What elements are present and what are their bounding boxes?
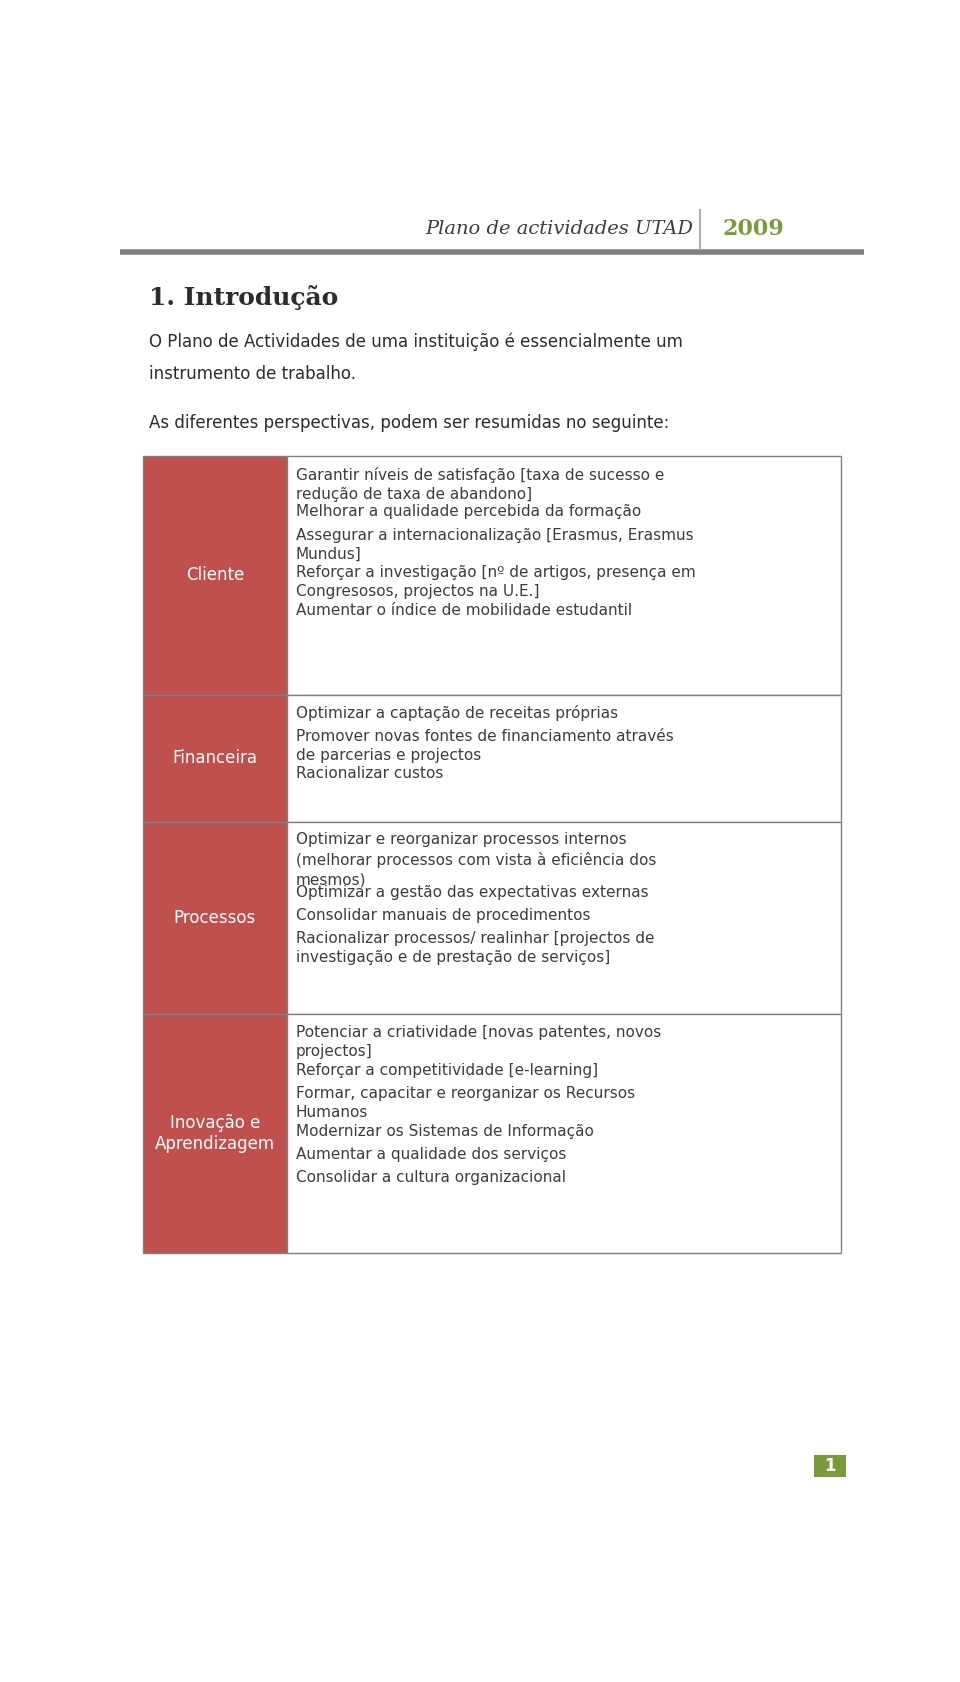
Text: Optimizar a captação de receitas próprias: Optimizar a captação de receitas própria… [296, 705, 618, 722]
Text: Cliente: Cliente [186, 567, 244, 584]
Bar [143, 822, 287, 1014]
Bar [814, 1455, 846, 1477]
Text: O Plano de Actividades de uma instituição é essencialmente um
instrumento de tra: O Plano de Actividades de uma instituiçã… [150, 333, 684, 383]
Text: As diferentes perspectivas, podem ser resumidas no seguinte:: As diferentes perspectivas, podem ser re… [150, 414, 670, 432]
Text: Reforçar a investigação [nº de artigos, presença em
Congresosos, projectos na U.: Reforçar a investigação [nº de artigos, … [296, 565, 696, 599]
Text: Garantir níveis de satisfação [taxa de sucesso e
redução de taxa de abandono]: Garantir níveis de satisfação [taxa de s… [296, 466, 664, 501]
Text: Processos: Processos [174, 908, 256, 927]
Text: 1. Introdução: 1. Introdução [150, 284, 339, 309]
Text: Promover novas fontes de financiamento através
de parcerias e projectos: Promover novas fontes de financiamento a… [296, 728, 674, 762]
Text: Melhorar a qualidade percebida da formação: Melhorar a qualidade percebida da formaç… [296, 505, 641, 520]
Bar [143, 1014, 287, 1253]
Text: Optimizar e reorganizar processos internos
(melhorar processos com vista à efici: Optimizar e reorganizar processos intern… [296, 833, 657, 886]
Bar [143, 695, 287, 822]
Text: Reforçar a competitividade [e-learning]: Reforçar a competitividade [e-learning] [296, 1063, 598, 1078]
Text: Inovação e
Aprendizagem: Inovação e Aprendizagem [155, 1113, 275, 1152]
Text: Potenciar a criatividade [novas patentes, novos
projectos]: Potenciar a criatividade [novas patentes… [296, 1024, 661, 1060]
Bar [287, 1014, 841, 1253]
Text: Plano de actividades UTAD: Plano de actividades UTAD [425, 220, 693, 237]
Text: Modernizar os Sistemas de Informação: Modernizar os Sistemas de Informação [296, 1124, 594, 1139]
Bar [143, 456, 287, 695]
Bar [287, 822, 841, 1014]
Text: Formar, capacitar e reorganizar os Recursos
Humanos: Formar, capacitar e reorganizar os Recur… [296, 1087, 636, 1120]
Text: Racionalizar custos: Racionalizar custos [296, 767, 444, 780]
Bar [287, 695, 841, 822]
Text: 2009: 2009 [723, 217, 784, 241]
Text: Assegurar a internacionalização [Erasmus, Erasmus
Mundus]: Assegurar a internacionalização [Erasmus… [296, 528, 693, 562]
Text: Consolidar a cultura organizacional: Consolidar a cultura organizacional [296, 1169, 566, 1184]
Text: Aumentar o índice de mobilidade estudantil: Aumentar o índice de mobilidade estudant… [296, 604, 632, 617]
Bar [287, 456, 841, 695]
Text: Consolidar manuais de procedimentos: Consolidar manuais de procedimentos [296, 908, 590, 923]
Text: Racionalizar processos/ realinhar [projectos de
investigação e de prestação de s: Racionalizar processos/ realinhar [proje… [296, 932, 655, 965]
Text: 1: 1 [824, 1457, 835, 1475]
Text: Optimizar a gestão das expectativas externas: Optimizar a gestão das expectativas exte… [296, 885, 649, 900]
Text: Aumentar a qualidade dos serviços: Aumentar a qualidade dos serviços [296, 1147, 566, 1162]
Text: Financeira: Financeira [173, 748, 257, 767]
